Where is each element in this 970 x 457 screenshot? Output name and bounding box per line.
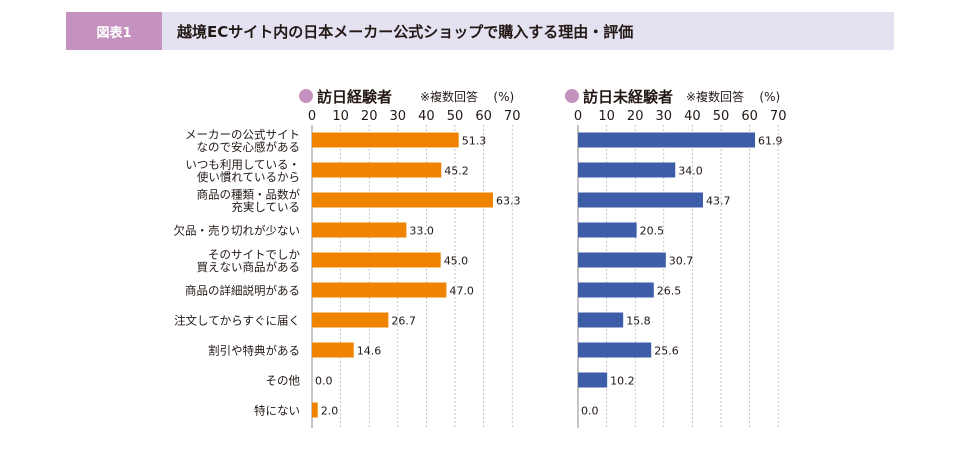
category-label: 欠品・売り切れが少ない: [174, 224, 301, 238]
data-label: 30.7: [669, 255, 694, 268]
category-label: 使い慣れているから: [197, 170, 300, 184]
x-tick-label: 30: [390, 109, 407, 124]
category-label: メーカーの公式サイト: [185, 128, 300, 142]
x-tick-label: 50: [447, 109, 464, 124]
chart-title: 訪日未経験者: [583, 88, 673, 106]
x-tick-label: 20: [361, 109, 378, 124]
data-label: 34.0: [678, 165, 703, 178]
data-label: 15.8: [626, 315, 651, 328]
category-label: その他: [266, 374, 301, 388]
bar: [312, 342, 354, 358]
x-tick-label: 10: [598, 109, 615, 124]
bar: [312, 282, 447, 298]
legend-dot-icon: [299, 89, 313, 103]
category-label: そのサイトでしか: [208, 248, 300, 262]
figure-title: 越境ECサイト内の日本メーカー公式ショップで購入する理由・評価: [177, 22, 634, 41]
data-label: 26.7: [391, 315, 416, 328]
multiple-answer-note: ※複数回答: [686, 89, 744, 104]
bar: [312, 132, 459, 148]
data-label: 10.2: [610, 375, 635, 388]
bar: [578, 312, 624, 328]
data-label: 61.9: [758, 135, 783, 148]
x-tick-label: 60: [475, 109, 492, 124]
x-tick-label: 30: [656, 109, 673, 124]
x-tick-label: 50: [713, 109, 730, 124]
category-label: 充実している: [231, 200, 300, 214]
x-tick-label: 70: [770, 109, 787, 124]
data-label: 14.6: [357, 345, 382, 358]
figure-number-label: 図表1: [66, 12, 162, 50]
data-label: 51.3: [462, 135, 487, 148]
category-label: いつも利用している・: [185, 158, 300, 172]
x-tick-label: 0: [574, 109, 582, 124]
multiple-answer-note: ※複数回答: [420, 89, 478, 104]
bar: [312, 162, 442, 178]
data-label: 26.5: [657, 285, 682, 298]
category-label: 商品の種類・品数が: [197, 188, 301, 202]
bar: [578, 342, 652, 358]
data-label: 33.0: [409, 225, 434, 238]
bar: [312, 192, 494, 208]
unit-label: (%): [493, 90, 514, 104]
data-label: 0.0: [315, 375, 333, 388]
data-label: 20.5: [640, 225, 665, 238]
unit-label: (%): [759, 90, 780, 104]
x-tick-label: 0: [308, 109, 316, 124]
bar: [312, 252, 441, 268]
category-label: 注文してからすぐに届く: [174, 314, 300, 328]
category-label: なので安心感がある: [197, 140, 301, 154]
bar: [578, 162, 676, 178]
x-tick-label: 10: [332, 109, 349, 124]
bar: [312, 222, 407, 238]
category-label: 割引や特典がある: [208, 344, 300, 358]
bar: [578, 372, 608, 388]
x-tick-label: 70: [504, 109, 521, 124]
x-tick-label: 60: [741, 109, 758, 124]
data-label: 45.2: [444, 165, 469, 178]
legend-dot-icon: [565, 89, 579, 103]
data-label: 63.3: [496, 195, 520, 208]
data-label: 25.6: [654, 345, 679, 358]
bar: [312, 402, 318, 418]
bar: [578, 132, 756, 148]
x-tick-label: 20: [627, 109, 644, 124]
data-label: 2.0: [321, 405, 339, 418]
category-label: 買えない商品がある: [197, 260, 301, 274]
x-tick-label: 40: [684, 109, 701, 124]
bar: [578, 192, 703, 208]
figure-header: 図表1 越境ECサイト内の日本メーカー公式ショップで購入する理由・評価: [66, 12, 894, 50]
data-label: 43.7: [706, 195, 731, 208]
x-tick-label: 40: [418, 109, 435, 124]
data-label: 45.0: [444, 255, 469, 268]
data-label: 0.0: [581, 405, 599, 418]
data-label: 47.0: [449, 285, 474, 298]
chart-title: 訪日経験者: [317, 88, 392, 106]
bar: [578, 282, 654, 298]
bar: [312, 312, 389, 328]
category-label: 商品の詳細説明がある: [185, 284, 300, 298]
bar: [578, 252, 666, 268]
category-label: 特にない: [254, 404, 300, 418]
bar: [578, 222, 637, 238]
